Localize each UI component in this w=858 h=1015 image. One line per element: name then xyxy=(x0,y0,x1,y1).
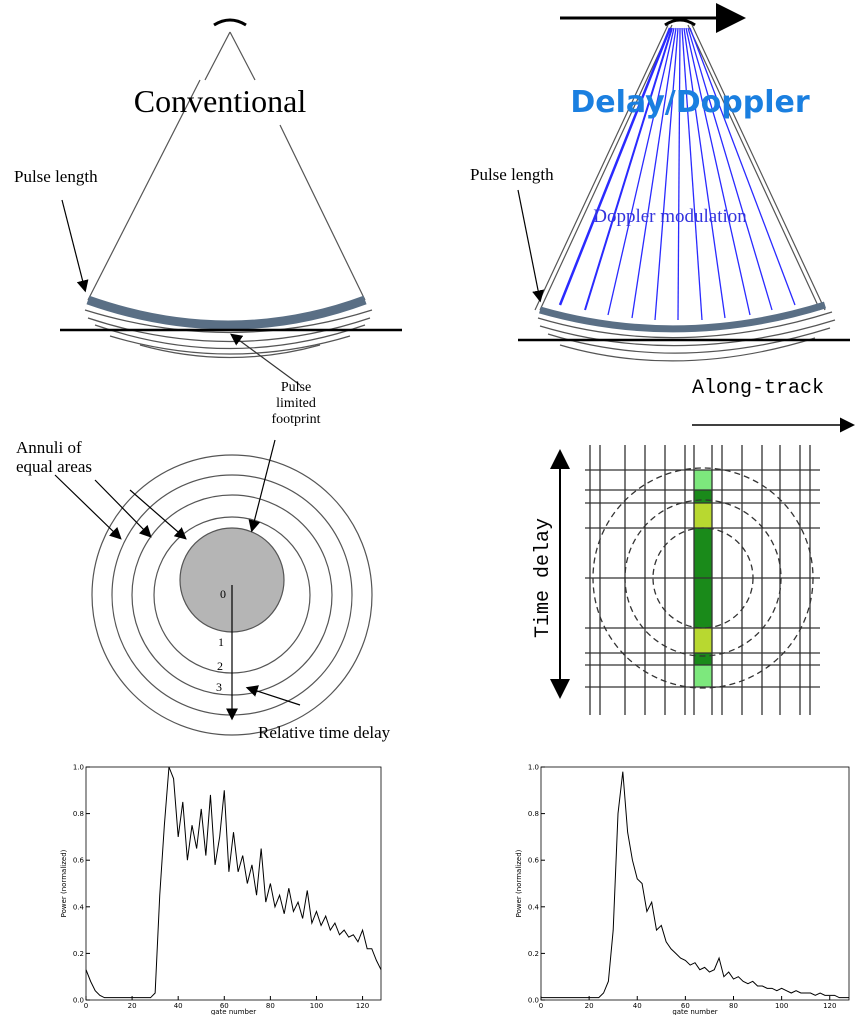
doppler-modulation-label: Doppler modulation xyxy=(593,206,747,227)
x-tick-label: 0 xyxy=(539,1002,543,1010)
annuli-label: Annuli of xyxy=(16,438,82,457)
pulse-length-label: Pulse length xyxy=(470,165,554,184)
pulse-length-label: Pulse length xyxy=(14,167,98,186)
plot-frame xyxy=(85,766,382,1001)
time-delay-label: Time delay xyxy=(532,518,555,638)
x-tick-label: 80 xyxy=(729,1002,738,1010)
conventional-diagram xyxy=(60,18,402,386)
footprint-label: limited xyxy=(276,396,316,411)
annuli-diagram xyxy=(54,439,373,736)
ring-number: 3 xyxy=(216,680,222,694)
ring-number: 2 xyxy=(217,659,223,673)
x-tick-label: 60 xyxy=(681,1002,690,1010)
x-axis-label: gate number xyxy=(672,1008,717,1015)
x-tick-label: 120 xyxy=(823,1002,836,1010)
x-tick-label: 0 xyxy=(84,1002,88,1010)
delay-doppler-grid xyxy=(550,445,820,715)
along-track-label: Along-track xyxy=(692,377,824,400)
x-axis-label: gate number xyxy=(211,1008,256,1015)
delay-doppler-diagram xyxy=(517,3,855,433)
y-axis-label: Power (normalized) xyxy=(60,849,68,917)
delay-doppler-title: Delay/Doppler xyxy=(570,85,809,120)
y-tick-label: 0.4 xyxy=(528,903,540,911)
y-tick-label: 0.8 xyxy=(528,810,539,818)
x-tick-label: 20 xyxy=(585,1002,594,1010)
x-tick-label: 20 xyxy=(128,1002,137,1010)
footprint-label: footprint xyxy=(272,412,321,427)
y-tick-label: 0.2 xyxy=(528,950,539,958)
y-axis-label: Power (normalized) xyxy=(515,849,523,917)
footprint-label: Pulse xyxy=(281,380,311,395)
y-tick-label: 0.2 xyxy=(73,950,84,958)
y-tick-label: 0.0 xyxy=(528,997,539,1005)
ring-number: 1 xyxy=(218,635,224,649)
relative-time-delay-label: Relative time delay xyxy=(258,723,391,742)
y-tick-label: 1.0 xyxy=(528,764,539,772)
x-tick-label: 100 xyxy=(775,1002,788,1010)
x-tick-label: 100 xyxy=(310,1002,323,1010)
annuli-label: equal areas xyxy=(16,457,92,476)
x-tick-label: 40 xyxy=(174,1002,183,1010)
y-tick-label: 0.6 xyxy=(73,857,85,865)
data-line xyxy=(85,766,382,999)
data-line xyxy=(541,771,849,999)
ring-number: 0 xyxy=(220,587,226,601)
y-tick-label: 0.8 xyxy=(73,810,84,818)
y-tick-label: 0.6 xyxy=(528,857,540,865)
y-tick-label: 0.4 xyxy=(73,903,85,911)
x-tick-label: 120 xyxy=(356,1002,369,1010)
x-tick-label: 40 xyxy=(633,1002,642,1010)
y-tick-label: 0.0 xyxy=(73,997,84,1005)
x-tick-label: 80 xyxy=(266,1002,275,1010)
conventional-title: Conventional xyxy=(134,83,307,119)
x-tick-label: 60 xyxy=(220,1002,229,1010)
y-tick-label: 1.0 xyxy=(73,764,84,772)
plot-frame xyxy=(540,766,850,1001)
